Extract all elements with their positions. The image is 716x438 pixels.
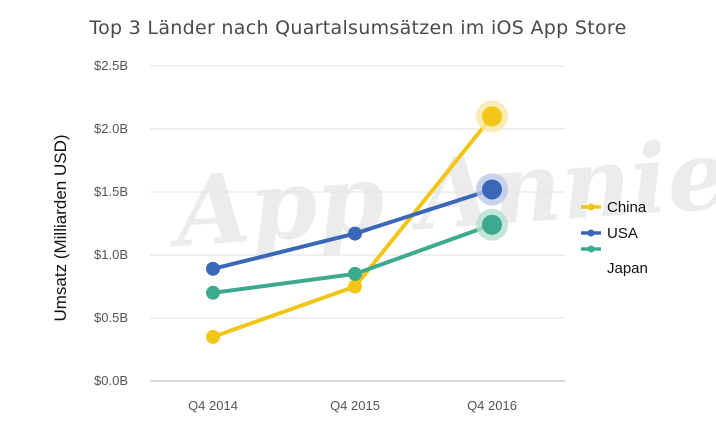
legend-label: USA [607,225,638,242]
y-tick-label: $1.0B [94,247,128,262]
series [206,100,508,344]
data-point [348,279,362,294]
x-tick-label: Q4 2015 [330,398,380,413]
legend: China USA Japan [581,199,648,277]
x-tick-label: Q4 2016 [467,398,517,413]
data-point [206,261,220,276]
legend-marker [587,203,595,211]
y-tick-label: $0.5B [94,310,128,325]
legend-label: China [607,199,647,216]
y-tick-label: $2.5B [94,58,128,73]
grid [150,65,565,382]
watermark: App Annie [164,118,716,270]
data-point [348,226,362,241]
legend-label: Japan [607,260,648,277]
data-point [482,106,502,127]
series-usa [206,173,508,276]
legend-marker [587,245,595,253]
y-tick-label: $1.5B [94,184,128,199]
series-china [206,100,508,344]
y-axis: $0.0B $0.5B $1.0B $1.5B $2.0B $2.5B [94,58,128,388]
legend-item: Japan [581,245,648,277]
data-point [206,285,220,300]
data-point [348,266,362,281]
x-axis: Q4 2014 Q4 2015 Q4 2016 [188,398,517,413]
y-axis-label: Umsatz (Milliarden USD) [51,134,70,321]
legend-item: USA [581,225,638,242]
y-tick-label: $2.0B [94,121,128,136]
series-japan [206,208,508,300]
data-point [482,179,502,200]
data-point [206,329,220,344]
legend-marker [587,229,595,237]
chart-title: Top 3 Länder nach Quartalsumsätzen im iO… [88,17,626,39]
legend-item: China [581,199,647,216]
data-point [482,214,502,235]
y-tick-label: $0.0B [94,373,128,388]
watermark-text: App Annie [164,118,716,270]
x-tick-label: Q4 2014 [188,398,238,413]
